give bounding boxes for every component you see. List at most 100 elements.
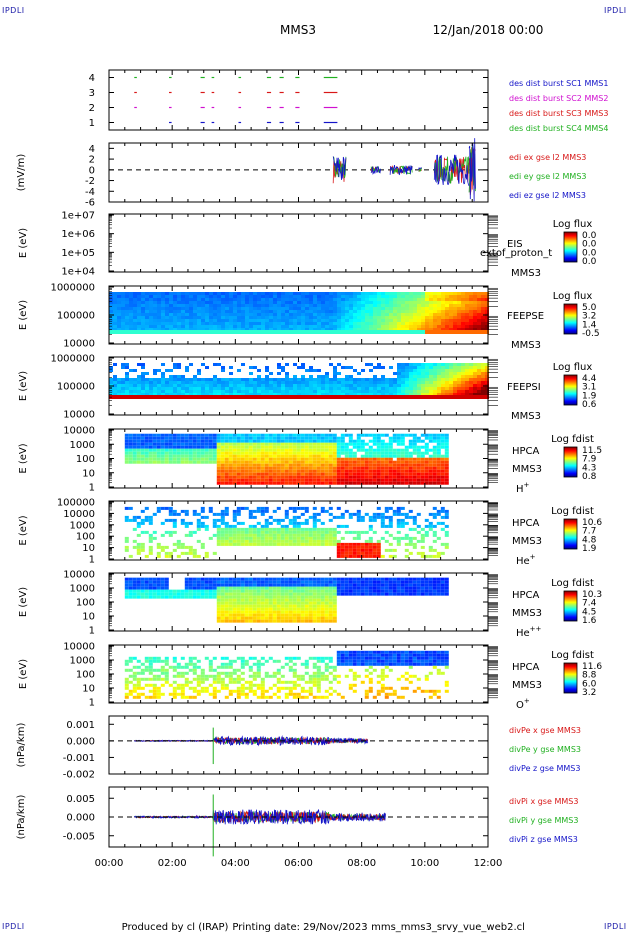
heatmap-cell [397, 310, 401, 313]
heatmap-cell [405, 378, 409, 381]
heatmap-cell [161, 301, 165, 304]
heatmap-cell [433, 292, 437, 295]
heatmap-cell [225, 467, 229, 470]
heatmap-cell [445, 363, 449, 366]
heatmap-band [121, 330, 125, 334]
heatmap-cell [305, 434, 309, 437]
heatmap-cell [173, 363, 177, 366]
heatmap-cell [281, 464, 285, 467]
heatmap-cell [125, 325, 129, 328]
heatmap-cell [193, 381, 197, 384]
heatmap-band [129, 330, 133, 334]
heatmap-cell [337, 455, 341, 458]
heatmap-band [161, 395, 165, 399]
heatmap-cell [293, 522, 297, 525]
heatmap-cell [289, 476, 293, 479]
heatmap-cell [237, 513, 241, 516]
heatmap-cell [181, 375, 185, 378]
heatmap-cell [277, 292, 281, 295]
heatmap-cell [273, 467, 277, 470]
heatmap-cell [161, 443, 165, 446]
heatmap-cell [273, 510, 277, 513]
heatmap-cell [289, 452, 293, 455]
heatmap-cell [241, 537, 245, 540]
heatmap-cell [473, 301, 477, 304]
heatmap-cell [461, 322, 465, 325]
heatmap-cell [265, 525, 269, 528]
heatmap-cell [289, 534, 293, 537]
heatmap-cell [161, 458, 165, 461]
heatmap-cell [365, 298, 369, 301]
heatmap-cell [241, 304, 245, 307]
heatmap-cell [137, 587, 141, 590]
heatmap-cell [321, 378, 325, 381]
heatmap-cell [477, 390, 481, 393]
heatmap-cell [261, 543, 265, 546]
heatmap-band [129, 395, 133, 399]
heatmap-cell [445, 461, 449, 464]
heatmap-cell [169, 446, 173, 449]
heatmap-cell [365, 479, 369, 482]
heatmap-band [477, 395, 481, 399]
heatmap-cell [369, 307, 373, 310]
heatmap-cell [193, 552, 197, 555]
heatmap-cell [265, 528, 269, 531]
heatmap-cell [137, 584, 141, 587]
heatmap-cell [229, 434, 233, 437]
heatmap-cell [301, 325, 305, 328]
heatmap-cell [269, 452, 273, 455]
heatmap-cell [461, 310, 465, 313]
heatmap-cell [205, 304, 209, 307]
heatmap-cell [217, 525, 221, 528]
heatmap-band [301, 330, 305, 334]
heatmap-cell [245, 458, 249, 461]
heatmap-cell [369, 369, 373, 372]
heatmap-cell [301, 482, 305, 485]
heatmap-band [437, 330, 441, 334]
heatmap-cell [385, 325, 389, 328]
heatmap-cell [153, 307, 157, 310]
heatmap-cell [237, 537, 241, 540]
heatmap-cell [313, 292, 317, 295]
heatmap-cell [197, 381, 201, 384]
heatmap-cell [417, 449, 421, 452]
heatmap-cell [277, 434, 281, 437]
heatmap-cell [313, 464, 317, 467]
heatmap-cell [325, 449, 329, 452]
heatmap-cell [441, 310, 445, 313]
heatmap-cell [141, 325, 145, 328]
heatmap-cell [261, 534, 265, 537]
instrument-label: HPCA [512, 518, 540, 529]
heatmap-band [289, 395, 293, 399]
heatmap-cell [393, 476, 397, 479]
heatmap-cell [217, 434, 221, 437]
heatmap-cell [453, 316, 457, 319]
heatmap-cell [285, 461, 289, 464]
heatmap-band [365, 395, 369, 399]
heatmap-cell [425, 304, 429, 307]
heatmap-cell [461, 319, 465, 322]
heatmap-cell [281, 295, 285, 298]
heatmap-cell [277, 507, 281, 510]
heatmap-cell [429, 464, 433, 467]
heatmap-cell [381, 461, 385, 464]
heatmap-cell [313, 507, 317, 510]
heatmap-cell [461, 292, 465, 295]
heatmap-cell [185, 316, 189, 319]
heatmap-cell [429, 479, 433, 482]
heatmap-cell [165, 443, 169, 446]
heatmap-cell [325, 467, 329, 470]
heatmap-cell [373, 440, 377, 443]
heatmap-cell [273, 482, 277, 485]
heatmap-cell [257, 473, 261, 476]
heatmap-cell [425, 476, 429, 479]
heatmap-cell [397, 313, 401, 316]
heatmap-cell [113, 390, 117, 393]
colorbar-tick-label: 0.0 [582, 257, 597, 267]
heatmap-cell [465, 390, 469, 393]
heatmap-cell [413, 319, 417, 322]
heatmap-cell [341, 479, 345, 482]
heatmap-cell [321, 543, 325, 546]
heatmap-cell [377, 513, 381, 516]
heatmap-cell [293, 510, 297, 513]
